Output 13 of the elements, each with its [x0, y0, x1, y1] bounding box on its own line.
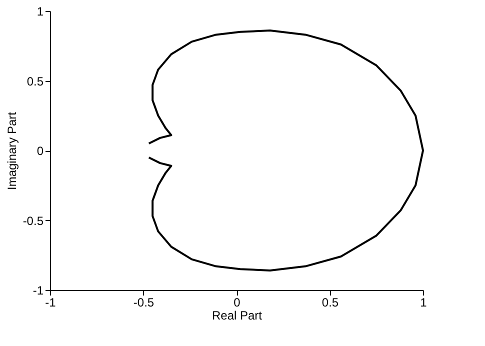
y-tick-label: -1: [32, 284, 44, 298]
y-tick-label: 0: [36, 144, 44, 158]
x-tick-label: -0.5: [133, 296, 154, 310]
x-tick-label: 0.5: [322, 296, 339, 310]
y-tick-label: -0.5: [22, 214, 44, 228]
line-series: [148, 30, 424, 272]
x-axis-title: Real Part: [212, 308, 263, 322]
x-tick-label: -1: [45, 296, 56, 310]
y-tick-label: 1: [36, 4, 44, 18]
y-axis-title: Imaginary Part: [4, 111, 19, 190]
x-tick-label: 0: [234, 296, 241, 310]
y-tick-label: 0.5: [26, 74, 44, 88]
x-tick-label: 1: [420, 296, 428, 310]
